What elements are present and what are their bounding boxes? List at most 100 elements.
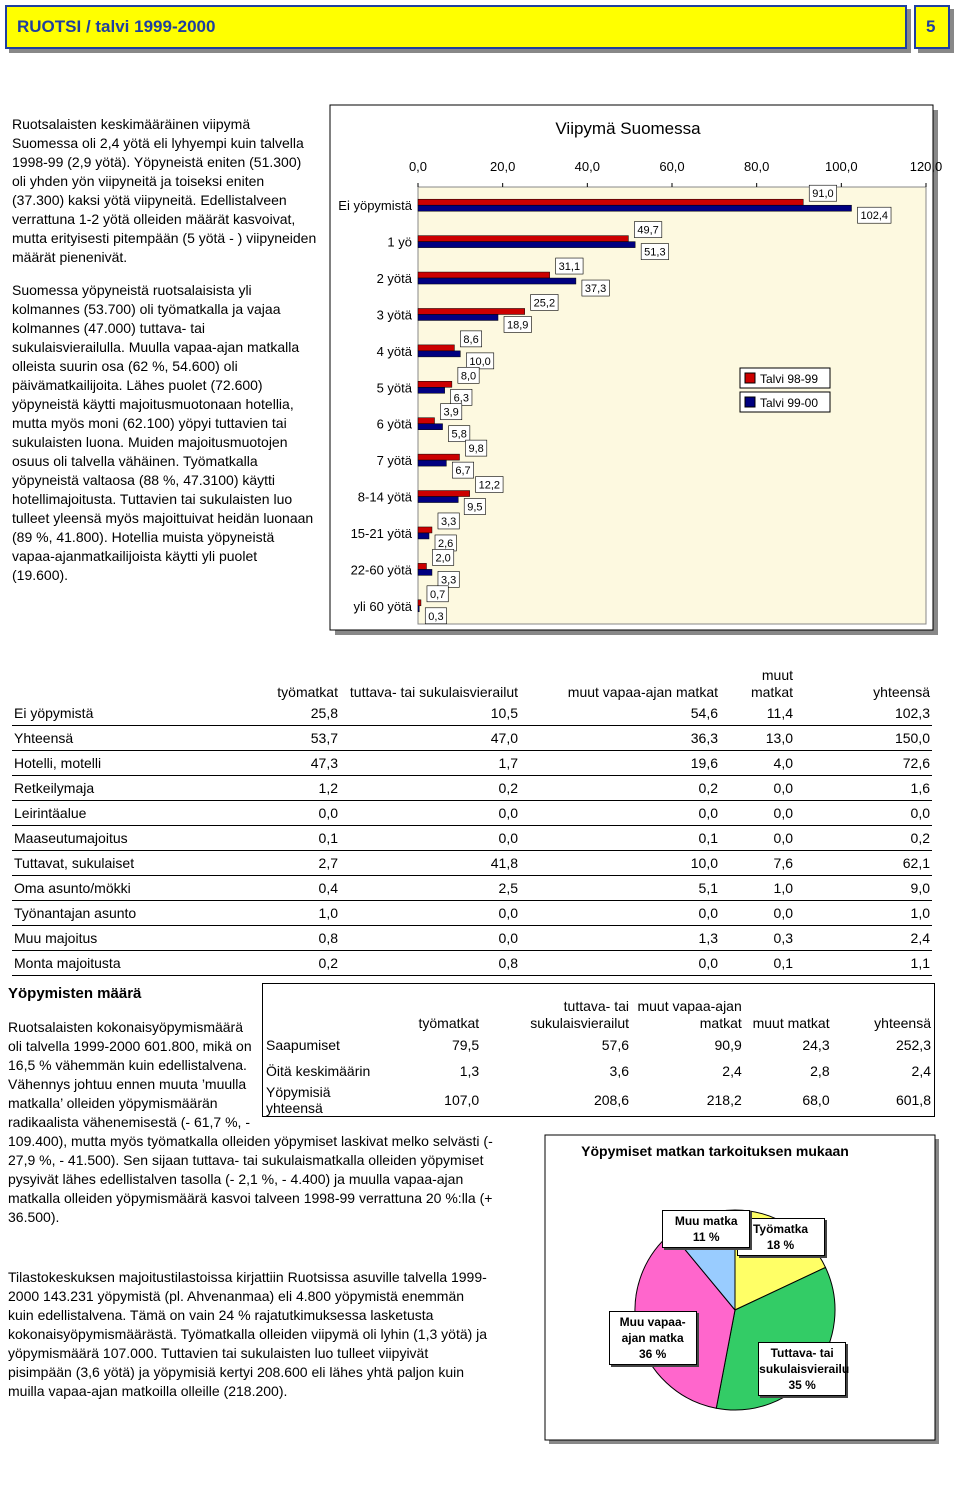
cell: 0,2 (698, 780, 718, 796)
value-label: 49,7 (634, 221, 663, 238)
table-row: Tuttavat, sukulaiset 2,7 41,8 10,0 7,6 62,1 (12, 851, 932, 876)
value-label: 9,5 (463, 498, 486, 515)
table-row: Oma asunto/mökki 0,4 2,5 5,1 1,0 9,0 (12, 876, 932, 901)
cell: 47,0 (490, 730, 518, 746)
cell: 10,0 (690, 855, 718, 871)
value-label-text: 25,2 (534, 297, 555, 309)
value-label: 3,3 (437, 512, 460, 530)
bar (417, 526, 433, 534)
cell: 10,5 (490, 705, 518, 721)
value-label-text: 5,8 (452, 429, 467, 441)
cell: 0,2 (498, 780, 518, 796)
value-label-text: 9,5 (467, 502, 482, 514)
cell: 0,0 (498, 805, 518, 821)
cell: 0,0 (498, 930, 518, 946)
plot-area (417, 186, 927, 625)
value-label: 31,1 (555, 257, 584, 275)
table-row: Retkeilymaja 1,2 0,2 0,2 0,0 1,6 (12, 776, 932, 801)
pie-title: Yöpymiset matkan tarkoituksen mukaan (581, 1143, 849, 1159)
value-label-text: 0,3 (428, 611, 443, 623)
cell: 41,8 (490, 855, 518, 871)
value-label-box (640, 243, 669, 260)
cell: 0,0 (773, 830, 793, 846)
cell: 62,1 (902, 855, 930, 871)
pie-label-value: 35 % (788, 1378, 816, 1393)
cell: 2,5 (498, 880, 518, 896)
row-label: Hotelli, motelli (14, 755, 102, 771)
cell: 25,8 (310, 705, 338, 721)
cell: 9,0 (910, 880, 930, 896)
cell: 0,1 (773, 955, 793, 971)
bar (417, 277, 577, 285)
pie-label-name: Muu matka (674, 1214, 738, 1229)
cell: 2,4 (722, 1063, 742, 1079)
value-label-box (437, 512, 460, 530)
paragraph: Tilastokeskuksen majoitustilastoissa kir… (8, 1269, 488, 1399)
cell: 102,3 (894, 705, 930, 721)
bar (417, 350, 461, 358)
bar (417, 314, 499, 321)
value-label: 37,3 (581, 279, 610, 297)
cell: 1,6 (910, 780, 930, 796)
column-header: muut matkat (752, 1015, 830, 1031)
cell: 1,1 (910, 955, 930, 971)
cell: 90,9 (714, 1037, 742, 1053)
value-label-box (452, 461, 474, 479)
value-label-text: 8,0 (461, 370, 476, 382)
bar (417, 605, 420, 613)
lodging-table: työmatkat tuttava- tai sukulaisvierailut m… (12, 655, 932, 976)
value-label-text: 37,3 (585, 283, 606, 295)
value-label-text: 91,0 (812, 188, 833, 200)
value-label: 8,0 (457, 366, 480, 384)
value-label: 3,3 (437, 571, 460, 588)
value-label-box (503, 316, 532, 333)
value-label-box (466, 352, 495, 370)
value-label-text: 18,9 (507, 319, 528, 331)
value-label-text: 8,6 (463, 334, 478, 346)
cell: 2,4 (910, 930, 930, 946)
page-number-box: 5 (914, 5, 950, 49)
cell: 208,6 (593, 1092, 630, 1108)
cell: 3,6 (609, 1063, 630, 1079)
value-label-box (463, 498, 486, 515)
y-tick-label: 1 yö (387, 235, 412, 250)
row-label: Retkeilymaja (14, 780, 95, 796)
bar (417, 532, 430, 540)
column-header: tuttava- tai sukulaisvierailut (530, 998, 630, 1031)
y-tick-label: yli 60 yötä (353, 599, 412, 614)
table-row: Ei yöpymistä 25,8 10,5 54,6 11,4 102,3 (12, 701, 932, 726)
corner (12, 655, 212, 701)
cell: 601,8 (895, 1092, 931, 1108)
x-tick-label: 80,0 (744, 159, 769, 174)
value-label-box (460, 330, 483, 348)
pie-label: Työmatka 18 % (736, 1218, 825, 1257)
table-row: Monta majoitusta 0,2 0,8 0,0 0,1 1,1 (12, 951, 932, 976)
cell: 2,4 (911, 1063, 931, 1079)
cell: 0,0 (773, 805, 793, 821)
bar (417, 417, 435, 424)
bar (417, 459, 447, 467)
paragraph: Ruotsalaisten kokonaisyöpymismäärä oli t… (8, 1019, 493, 1225)
value-label-box (457, 366, 480, 384)
row-label: Tuttavat, sukulaiset (14, 855, 135, 871)
cell: 0,3 (773, 930, 793, 946)
row-label: Saapumiset (266, 1037, 340, 1053)
value-label: 51,3 (640, 243, 669, 260)
value-label: 9,8 (465, 439, 488, 457)
value-label-text: 6,3 (454, 392, 469, 404)
cell: 19,6 (690, 755, 718, 771)
x-tick-label: 100,0 (825, 159, 858, 174)
cell: 2,8 (810, 1063, 830, 1079)
x-tick-label: 20,0 (490, 159, 515, 174)
pie-label-name: Tuttava- tai sukulaisvierailu (759, 1346, 850, 1377)
table-row: Maaseutumajoitus 0,1 0,0 0,1 0,0 0,2 (12, 826, 932, 851)
table-row: Leirintäalue 0,0 0,0 0,0 0,0 0,0 (12, 801, 932, 826)
page-number: 5 (926, 17, 936, 36)
value-label-box (581, 279, 610, 297)
bar (417, 271, 550, 279)
value-label: 25,2 (530, 294, 559, 311)
cell: 0,0 (773, 780, 793, 796)
value-label-text: 2,6 (438, 538, 453, 550)
